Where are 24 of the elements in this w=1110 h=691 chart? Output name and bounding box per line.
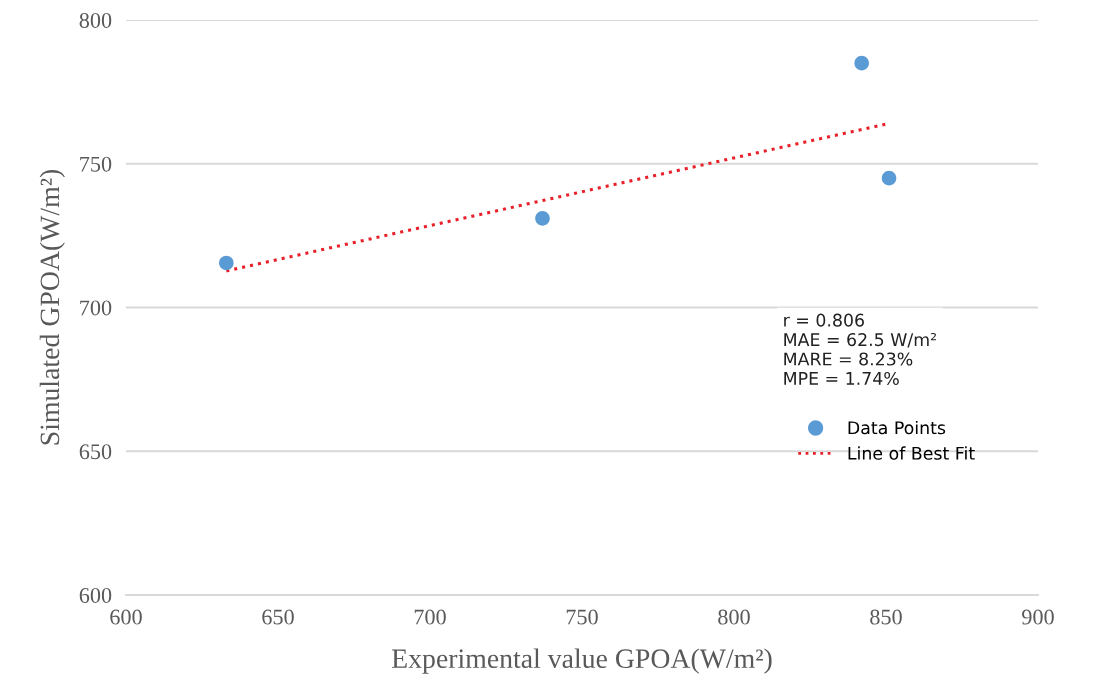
y-tick-label: 650 <box>79 444 112 460</box>
point <box>854 55 869 71</box>
point <box>535 211 550 226</box>
x-tick-label: 800 <box>718 609 750 625</box>
point <box>219 255 234 271</box>
annotation: MARE = 8.23% <box>784 352 913 366</box>
y-tick-label: 600 <box>79 587 112 603</box>
legend-label: Line of Best Fit <box>848 446 975 460</box>
legend-label: Data Points <box>848 420 946 435</box>
annotation: MAE = 62.5 W/m² <box>784 333 937 348</box>
y-axis-title: Simulated GPOA(W/m²) <box>39 169 65 445</box>
x-tick-label: 600 <box>110 609 142 625</box>
y-tick-label: 700 <box>80 300 112 316</box>
annotation: MPE = 1.74% <box>784 371 899 386</box>
x-axis-title: Experimental value GPOA(W/m²) <box>391 648 772 674</box>
x-tick-label: 750 <box>566 609 598 625</box>
x-tick-label: 900 <box>1022 609 1054 625</box>
point <box>881 170 897 186</box>
x-tick-label: 650 <box>262 609 294 625</box>
y-tick-label: 800 <box>79 12 112 28</box>
y-tick-label: 750 <box>80 156 112 172</box>
annotation: r = 0.806 <box>784 313 864 327</box>
x-tick-label: 850 <box>870 609 902 625</box>
x-tick-label: 700 <box>414 609 446 625</box>
